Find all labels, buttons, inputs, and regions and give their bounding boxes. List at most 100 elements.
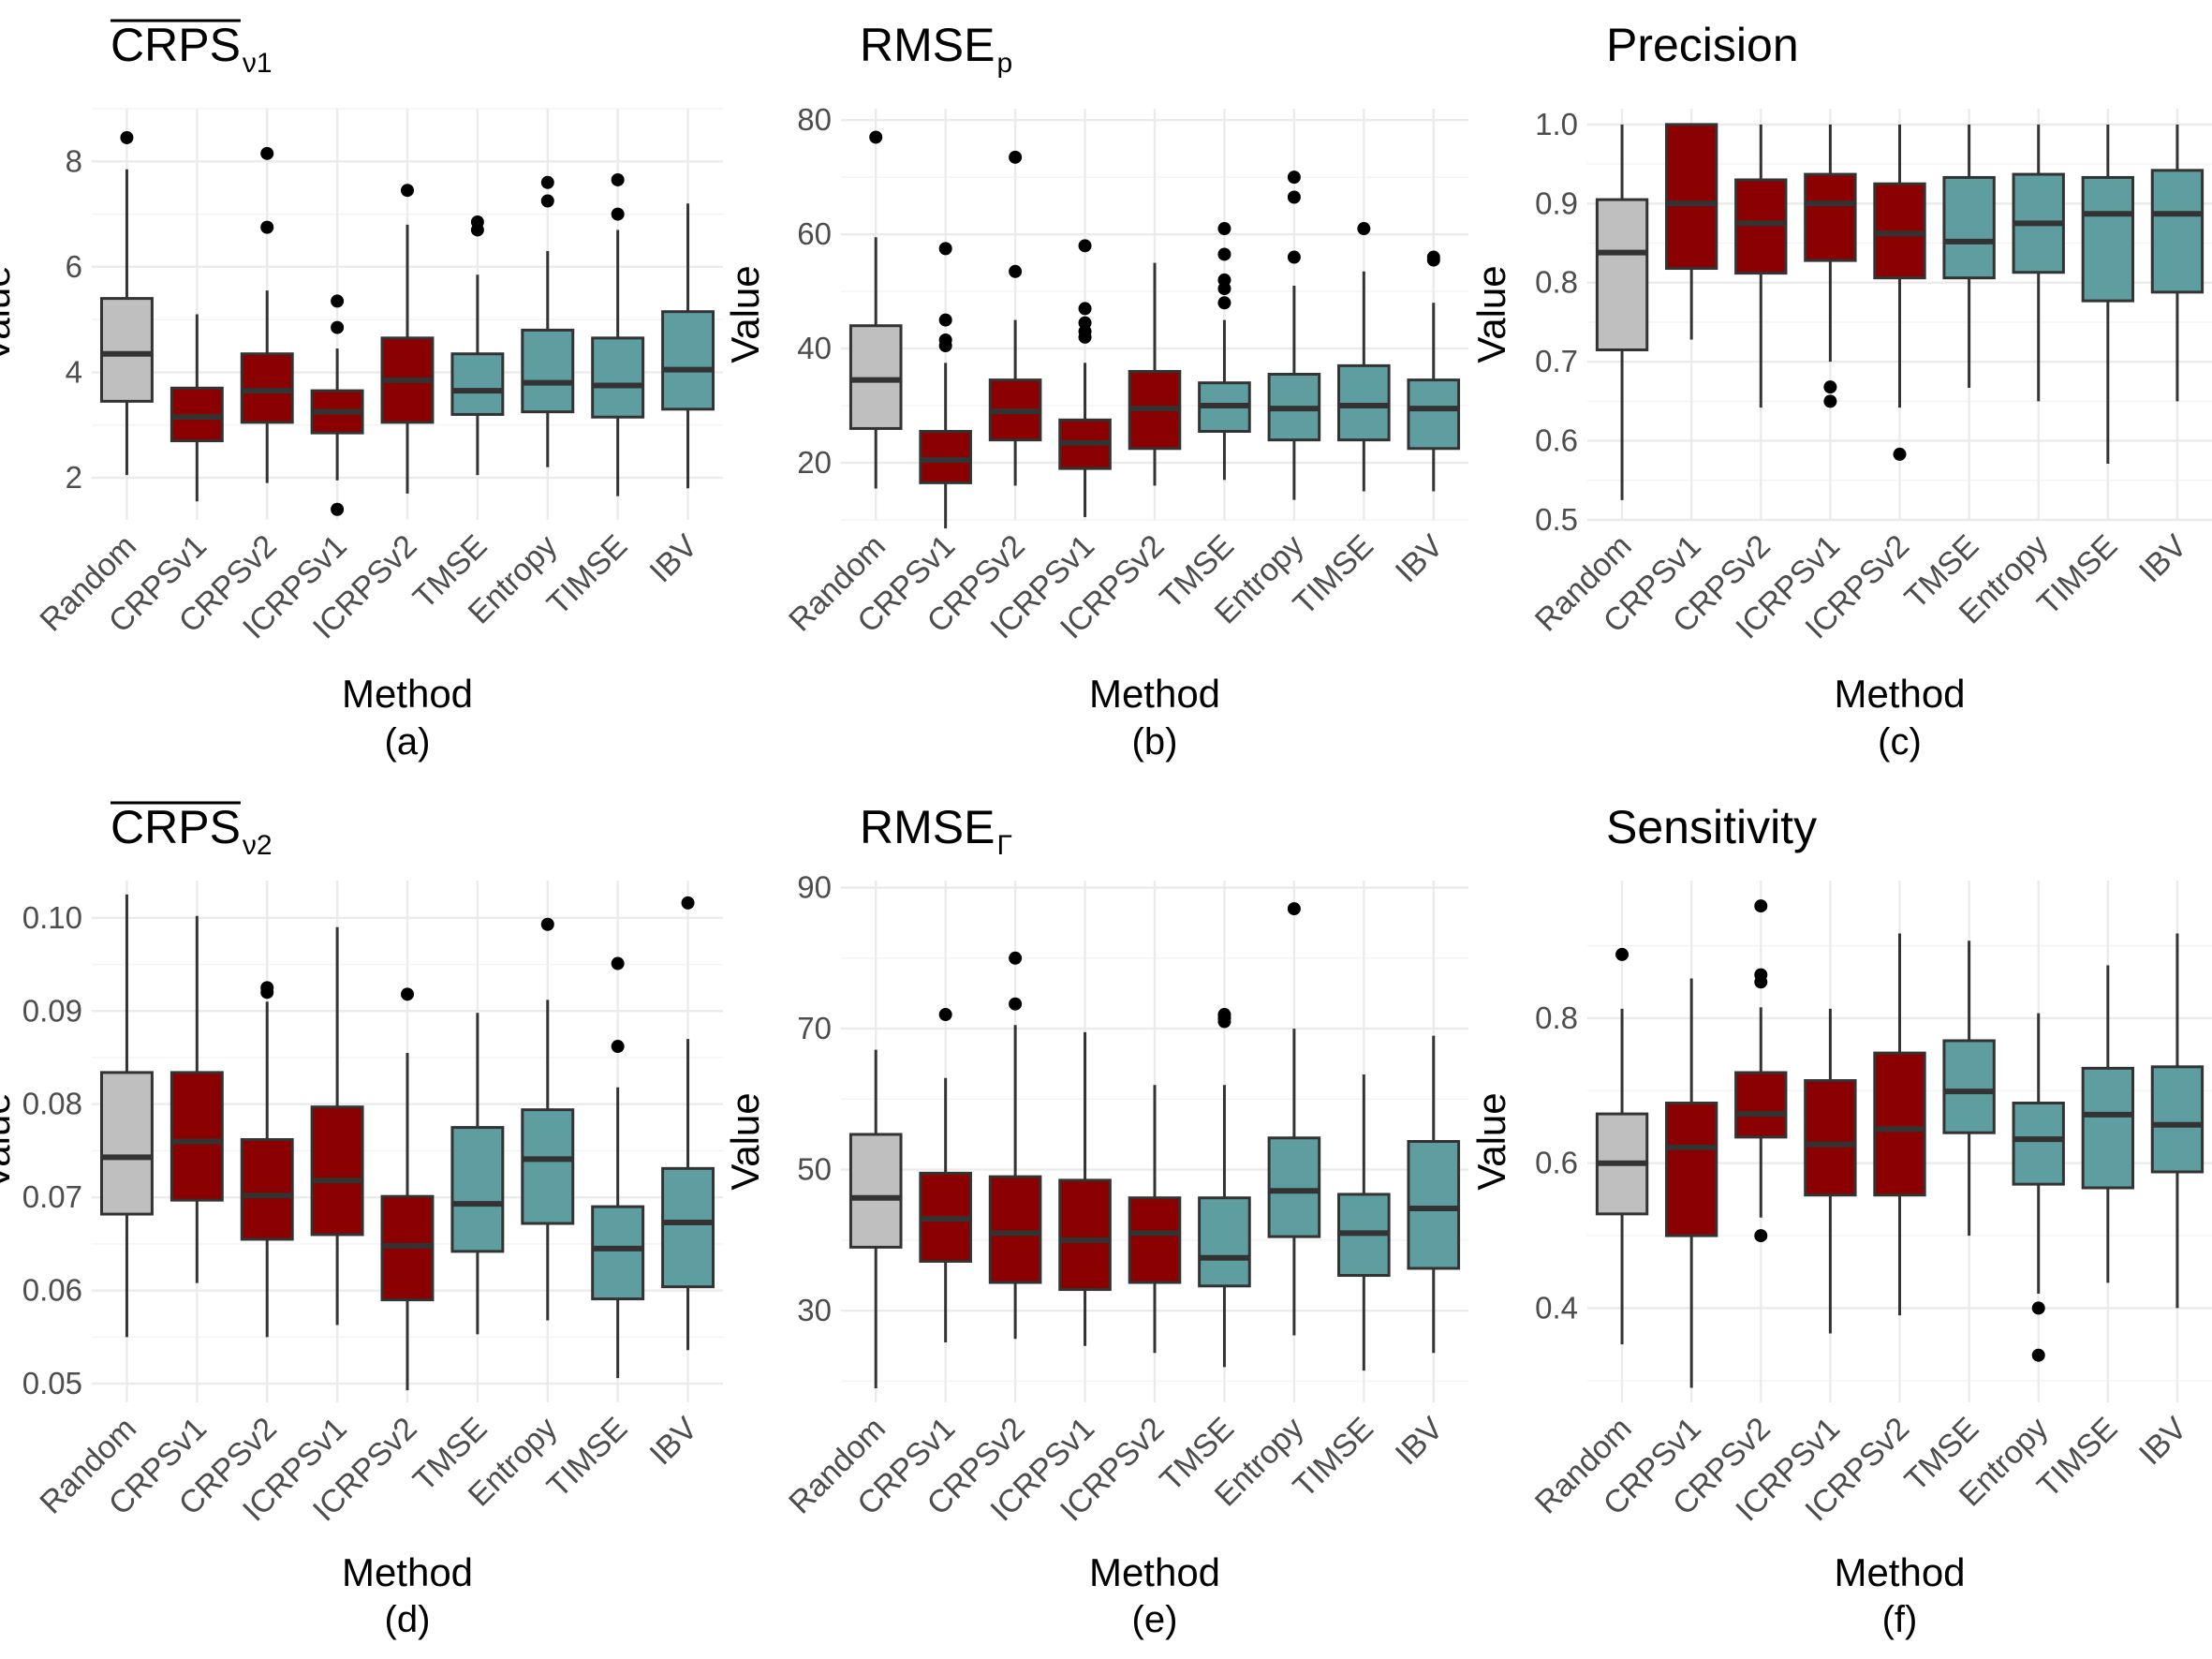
y-axis-label: Value xyxy=(1469,265,1513,363)
box-Entropy xyxy=(1267,902,1321,1336)
box-iqr xyxy=(1873,1051,1926,1197)
outlier-point xyxy=(2031,1348,2045,1362)
outlier-point xyxy=(1357,222,1371,236)
outlier-point xyxy=(331,320,345,334)
outlier-point xyxy=(1078,239,1092,253)
panel-f: 0.40.60.8RandomCRPSv1CRPSv2ICRPSv1ICRPSv… xyxy=(1469,801,2212,1640)
outlier-point xyxy=(938,242,952,256)
box-iqr xyxy=(2081,175,2135,303)
outlier-point xyxy=(1217,273,1231,287)
y-tick-label: 0.08 xyxy=(22,1087,82,1121)
outlier-point xyxy=(260,220,274,234)
outlier-point xyxy=(1217,296,1231,310)
panel-label: (c) xyxy=(1878,721,1922,763)
y-tick-label: 0.6 xyxy=(1535,1146,1578,1180)
box-iqr xyxy=(2150,1065,2205,1174)
box-CRPSv2 xyxy=(1734,899,1788,1243)
box-TIMSE xyxy=(2081,965,2135,1283)
box-iqr xyxy=(661,310,715,411)
box-ICRPSv1 xyxy=(1058,239,1112,517)
y-tick-label: 60 xyxy=(797,216,832,251)
box-TIMSE xyxy=(2081,124,2135,465)
outlier-point xyxy=(260,146,274,160)
box-iqr xyxy=(2012,1101,2065,1186)
box-iqr xyxy=(1128,1196,1182,1284)
box-TMSE xyxy=(1942,124,1996,389)
x-tick-label: TIMSE xyxy=(540,1411,634,1504)
x-tick-label: IBV xyxy=(1389,528,1451,590)
y-axis-label: Value xyxy=(0,1092,18,1190)
box-TMSE xyxy=(450,1013,505,1335)
box-TIMSE xyxy=(591,172,645,496)
y-tick-label: 0.7 xyxy=(1535,344,1578,378)
x-tick-label: TIMSE xyxy=(1287,528,1380,622)
box-iqr xyxy=(240,1138,294,1241)
outlier-point xyxy=(1217,247,1231,261)
outlier-point xyxy=(1078,302,1092,316)
y-tick-label: 6 xyxy=(66,249,82,284)
box-ICRPSv2 xyxy=(1128,1085,1182,1354)
outlier-point xyxy=(540,194,554,208)
box-ICRPSv2 xyxy=(1873,124,1926,461)
y-tick-label: 0.8 xyxy=(1535,1000,1578,1035)
x-tick-label: IBV xyxy=(1389,1411,1451,1473)
box-iqr xyxy=(661,1166,715,1289)
box-iqr xyxy=(1267,1136,1321,1238)
panel-d: 0.050.060.070.080.090.10RandomCRPSv1CRPS… xyxy=(0,801,723,1640)
y-tick-label: 70 xyxy=(797,1011,832,1045)
outlier-point xyxy=(938,333,952,347)
box-Entropy xyxy=(521,917,575,1321)
x-tick-label: TIMSE xyxy=(2030,1411,2124,1504)
panel-label: (d) xyxy=(385,1599,431,1640)
box-TIMSE xyxy=(591,956,645,1379)
outlier-point xyxy=(1823,394,1837,408)
y-tick-label: 2 xyxy=(66,460,82,495)
x-axis-label: Method xyxy=(1834,1550,1965,1594)
x-tick-label: IBV xyxy=(2132,1411,2194,1473)
box-IBV xyxy=(661,896,715,1351)
outlier-point xyxy=(1426,250,1440,264)
y-tick-label: 0.10 xyxy=(22,900,82,935)
y-tick-label: 0.6 xyxy=(1535,423,1578,458)
box-iqr xyxy=(1198,1196,1251,1288)
x-tick-label: TIMSE xyxy=(2030,528,2124,622)
box-Entropy xyxy=(2012,124,2065,402)
box-iqr xyxy=(1664,123,1718,271)
box-iqr xyxy=(1664,1101,1718,1237)
box-iqr xyxy=(1804,1079,1857,1197)
box-CRPSv2 xyxy=(240,146,294,483)
outlier-point xyxy=(1287,170,1301,185)
box-Random xyxy=(99,130,154,476)
box-IBV xyxy=(2150,124,2205,402)
chart-title: CRPSν2 xyxy=(111,801,273,861)
outlier-point xyxy=(1009,264,1023,278)
panel-e: 30507090RandomCRPSv1CRPSv2ICRPSv1ICRPSv2… xyxy=(723,801,1468,1640)
x-axis-label: Method xyxy=(342,1550,473,1594)
box-TIMSE xyxy=(1337,222,1391,492)
y-axis-label: Value xyxy=(723,1092,767,1190)
box-iqr xyxy=(521,1108,575,1225)
box-Random xyxy=(99,894,154,1338)
outlier-point xyxy=(1078,316,1092,330)
outlier-point xyxy=(1287,190,1301,204)
box-iqr xyxy=(310,1105,364,1237)
box-iqr xyxy=(450,1126,505,1253)
y-tick-label: 50 xyxy=(797,1152,832,1187)
box-TMSE xyxy=(1198,1008,1251,1368)
y-tick-label: 80 xyxy=(797,102,832,137)
outlier-point xyxy=(1009,951,1023,965)
y-axis-label: Value xyxy=(0,265,18,363)
box-IBV xyxy=(1407,1035,1461,1354)
box-iqr xyxy=(2081,1066,2135,1190)
outlier-point xyxy=(540,175,554,189)
box-IBV xyxy=(2150,933,2205,1309)
x-tick-label: IBV xyxy=(2132,528,2194,590)
outlier-point xyxy=(1217,1008,1231,1022)
y-tick-label: 0.07 xyxy=(22,1179,82,1214)
chart-title: Precision xyxy=(1606,19,1799,71)
panel-label: (a) xyxy=(385,721,431,763)
y-tick-label: 8 xyxy=(66,143,82,178)
box-iqr xyxy=(1734,178,1788,275)
box-iqr xyxy=(1595,198,1649,351)
